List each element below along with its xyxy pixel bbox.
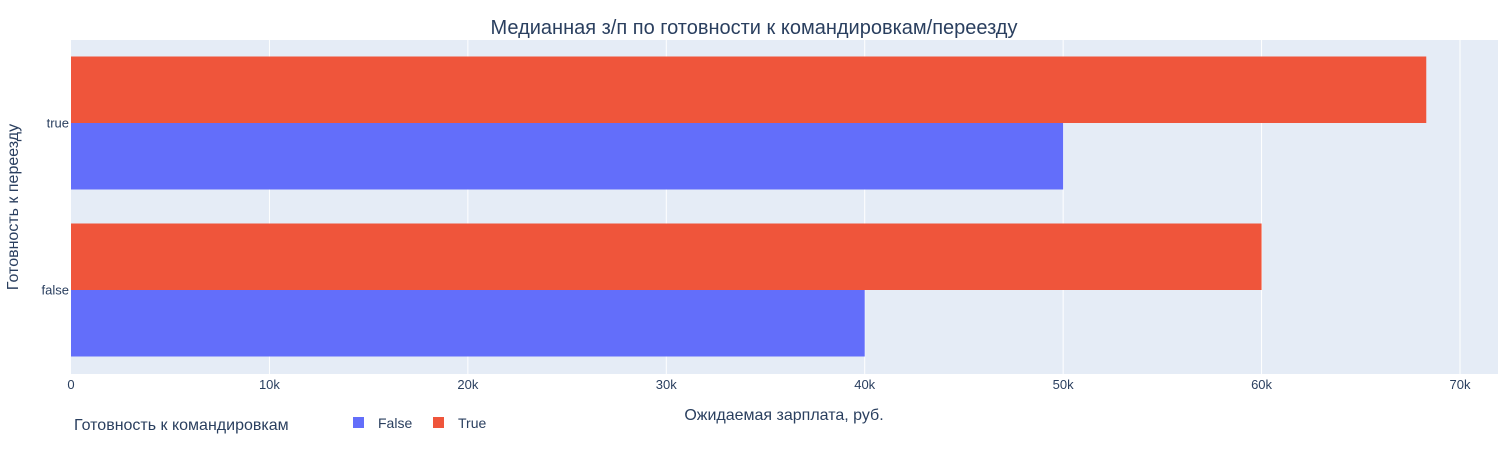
bar-true-true[interactable] [71, 56, 1427, 124]
x-tick-label: 70k [1450, 377, 1471, 392]
chart-title: Медианная з/п по готовности к командиров… [491, 17, 1018, 39]
y-tick-label: false [42, 283, 69, 298]
x-tick-label: 10k [259, 377, 280, 392]
x-tick-label: 60k [1251, 377, 1272, 392]
x-tick-label: 50k [1053, 377, 1074, 392]
bar-false-true[interactable] [71, 123, 1064, 190]
bars [71, 56, 1427, 357]
legend: Готовность к командировкам False True [74, 415, 486, 434]
legend-swatch[interactable] [433, 417, 444, 428]
legend-label[interactable]: False [378, 415, 412, 431]
bar-true-false[interactable] [71, 223, 1262, 291]
x-tick-label: 0 [67, 377, 74, 392]
legend-label[interactable]: True [458, 415, 486, 431]
x-axis-ticks: 0 10k 20k 30k 40k 50k 60k 70k [67, 377, 1471, 392]
legend-items: False True [353, 415, 486, 431]
legend-title: Готовность к командировкам [74, 417, 289, 434]
x-tick-label: 20k [457, 377, 478, 392]
legend-swatch[interactable] [353, 417, 364, 428]
x-tick-label: 40k [854, 377, 875, 392]
y-tick-label: true [47, 116, 69, 131]
bar-false-false[interactable] [71, 290, 865, 357]
x-axis-title: Ожидаемая зарплата, руб. [684, 407, 883, 424]
x-tick-label: 30k [656, 377, 677, 392]
y-axis-ticks: false true [42, 116, 69, 298]
y-axis-title: Готовность к переезду [5, 124, 22, 290]
